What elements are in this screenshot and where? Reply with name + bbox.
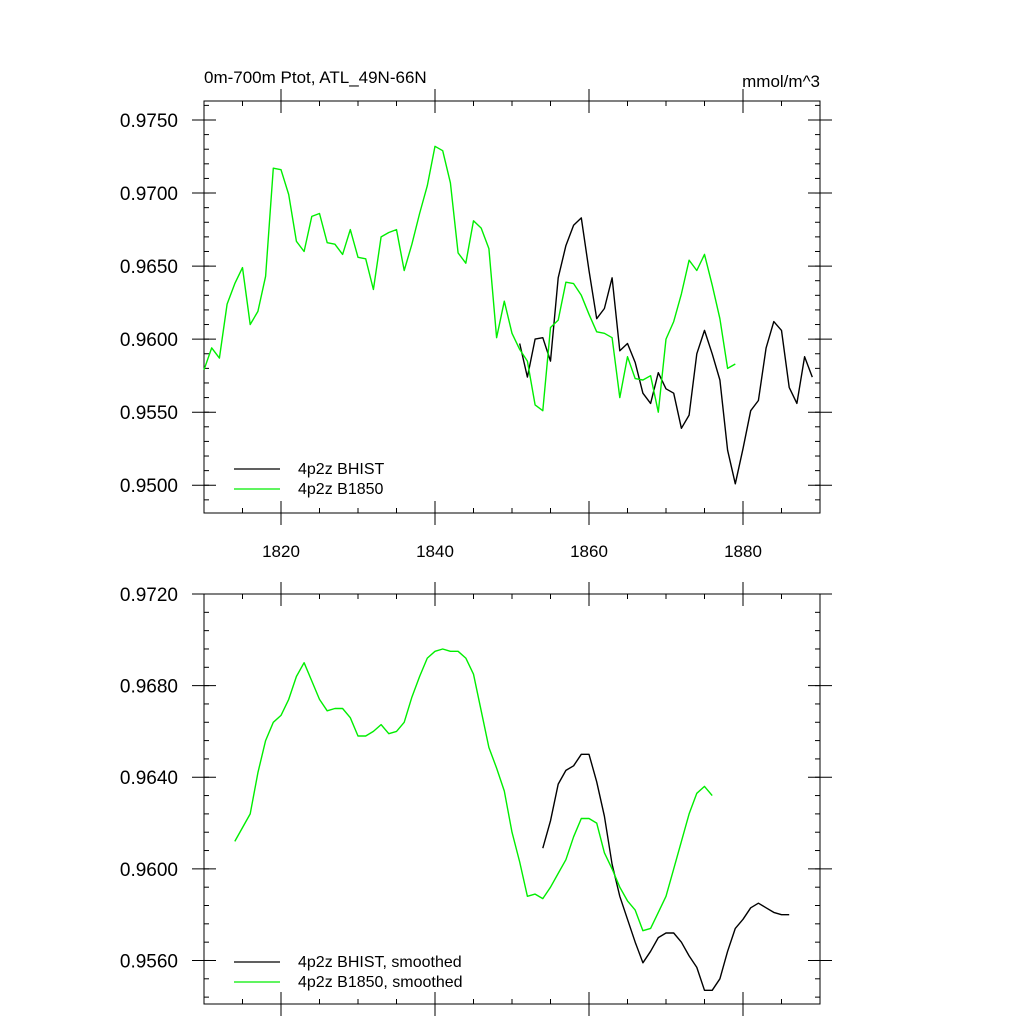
top-units: mmol/m^3 xyxy=(742,72,820,91)
top-y-tick-label: 0.9750 xyxy=(120,111,178,132)
bottom-legend: 4p2z BHIST, smoothed 4p2z B1850, smoothe… xyxy=(234,954,463,991)
bottom-y-tick-label: 0.9680 xyxy=(120,677,178,698)
top-panel: 0m-700m Ptot, ATL_49N-66N mmol/m^3 1820 1… xyxy=(120,68,832,561)
bottom-series-line-1 xyxy=(234,648,713,932)
top-y-tick-label: 0.9600 xyxy=(120,330,178,351)
top-x-tick-label: 1820 xyxy=(262,542,300,561)
bottom-legend-label-bhist: 4p2z BHIST, smoothed xyxy=(298,954,462,971)
bottom-y-tick-label: 0.9600 xyxy=(120,860,178,881)
bottom-y-tick-label: 0.9720 xyxy=(120,585,178,606)
bottom-plot-frame xyxy=(203,593,821,1005)
top-legend-label-b1850: 4p2z B1850 xyxy=(298,481,384,498)
top-x-tick-label: 1860 xyxy=(570,542,608,561)
bottom-axes: 0.9560 0.9600 0.9640 0.9680 0.9720 xyxy=(120,582,832,1016)
top-x-tick-label: 1840 xyxy=(416,542,454,561)
top-y-tick-label: 0.9650 xyxy=(120,257,178,278)
bottom-panel: 0.9560 0.9600 0.9640 0.9680 0.9720 4p2z BHIS… xyxy=(120,582,832,1016)
bottom-y-tick-label: 0.9560 xyxy=(120,951,178,972)
top-y-tick-label: 0.9500 xyxy=(120,476,178,497)
top-legend: 4p2z BHIST 4p2z B1850 xyxy=(234,461,384,498)
top-series-line-1 xyxy=(203,145,736,413)
top-y-tick-label: 0.9550 xyxy=(120,403,178,424)
bottom-legend-label-b1850: 4p2z B1850, smoothed xyxy=(298,974,463,991)
bottom-series-line-0 xyxy=(542,753,790,991)
top-series-line-0 xyxy=(519,217,813,485)
top-title: 0m-700m Ptot, ATL_49N-66N xyxy=(204,68,427,87)
top-x-tick-label: 1880 xyxy=(724,542,762,561)
top-gridless-axes: 1820 1840 1860 1880 0.9500 0.9550 0.9600 0.9650… xyxy=(120,89,832,561)
top-y-tick-label: 0.9700 xyxy=(120,184,178,205)
top-legend-label-bhist: 4p2z BHIST xyxy=(298,461,384,478)
bottom-series-layer xyxy=(234,648,790,991)
bottom-y-tick-label: 0.9640 xyxy=(120,768,178,789)
top-series-layer xyxy=(203,145,813,485)
top-plot-frame xyxy=(203,100,821,514)
